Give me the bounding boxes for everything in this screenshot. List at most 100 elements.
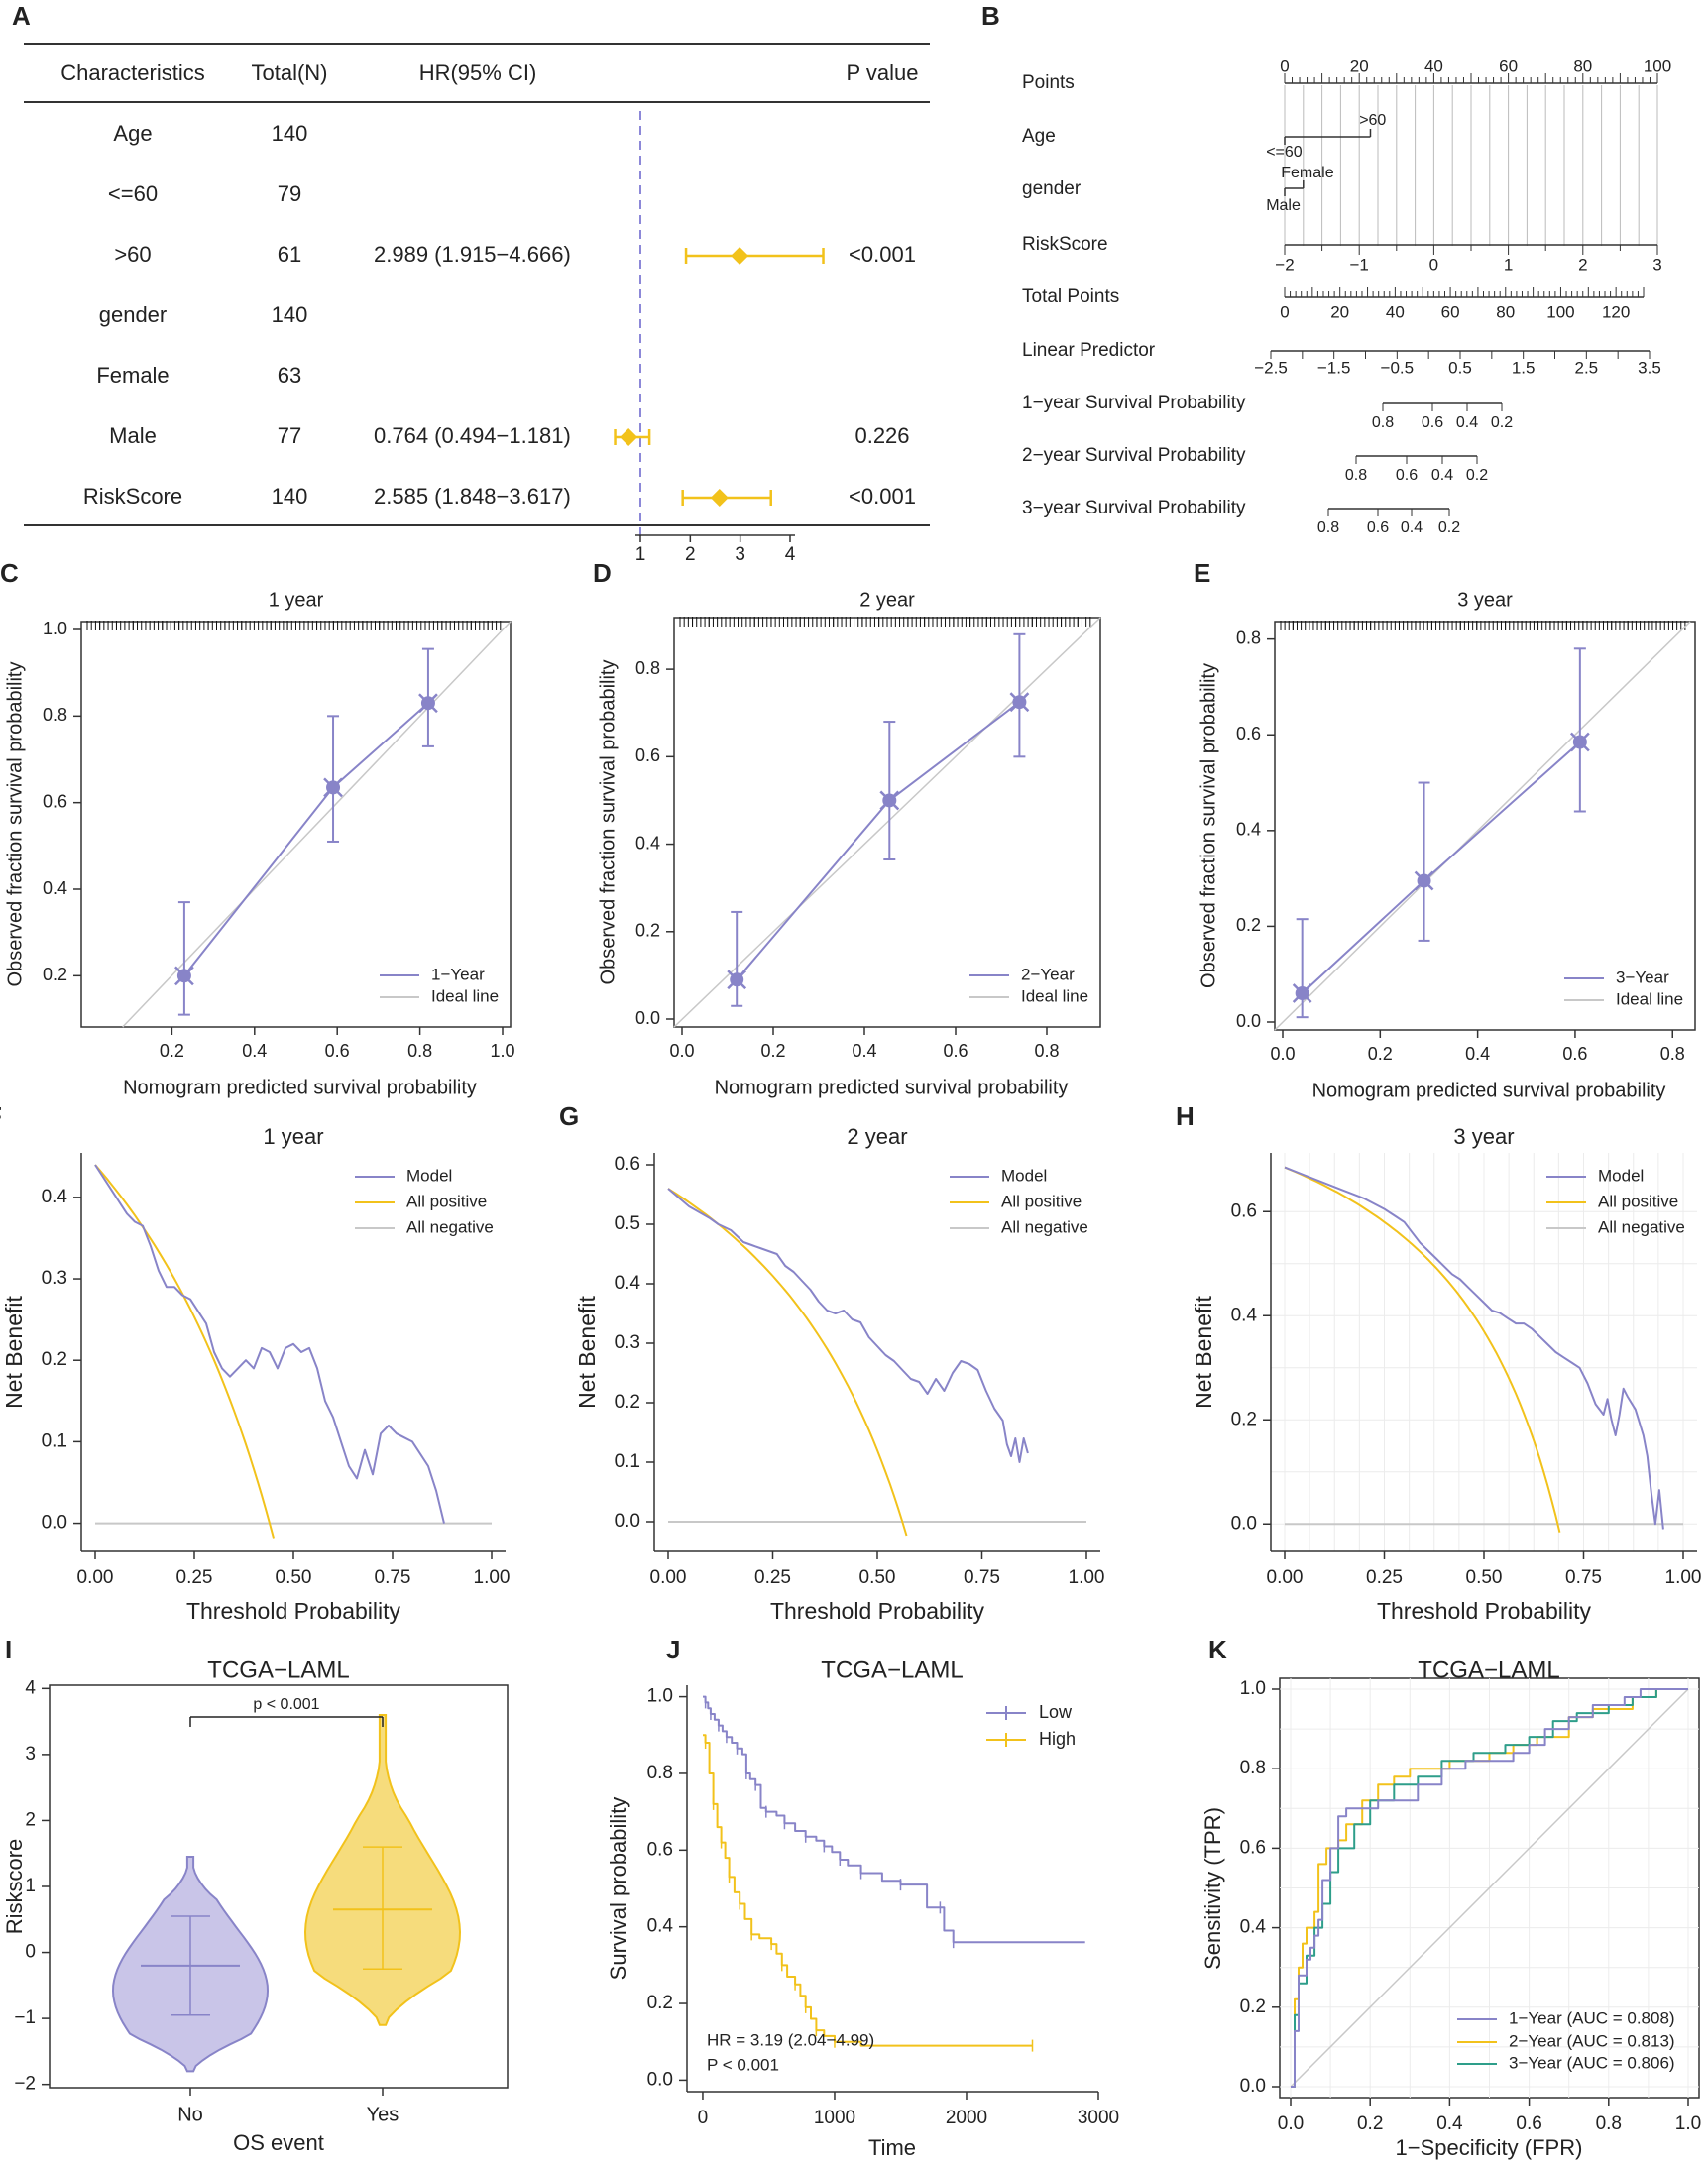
linear-predictor-tick-label: 2.5 xyxy=(1575,358,1599,377)
x-tick-label: 0.25 xyxy=(176,1567,213,1588)
riskscore-tick-label: 2 xyxy=(1578,255,1587,274)
table-row-name: <=60 xyxy=(108,181,158,206)
y-tick-label: 0.4 xyxy=(1240,1917,1267,1938)
table-row-hr: 2.989 (1.915−4.666) xyxy=(374,242,571,267)
y-tick-label: 0.3 xyxy=(42,1268,67,1289)
x-tick-label: 0.4 xyxy=(242,1041,267,1061)
points-tick-label: 0 xyxy=(1280,57,1289,75)
y-tick-label: 2 xyxy=(25,1809,36,1830)
forest-axis-label: 2 xyxy=(685,544,696,565)
y-tick-label: 0.2 xyxy=(43,965,67,984)
x-tick-label: 0.25 xyxy=(754,1567,791,1588)
total-points-tick-label: 60 xyxy=(1441,302,1460,321)
table-row-total: 61 xyxy=(278,242,301,267)
panel-letter-b: B xyxy=(981,1,1000,31)
survival-prob-tick-label: 0.6 xyxy=(1396,467,1418,484)
y-tick-label: 0.4 xyxy=(43,878,67,898)
x-tick-label: 3000 xyxy=(1078,2108,1119,2128)
riskscore-tick-label: −2 xyxy=(1275,255,1294,274)
y-tick-label: 1.0 xyxy=(647,1686,673,1707)
panel-letter-d: D xyxy=(593,558,612,588)
y-axis-label: Observed fraction survival probability xyxy=(597,660,619,985)
legend-label: Model xyxy=(1001,1166,1047,1185)
violin-title: TCGA−LAML xyxy=(207,1656,349,1683)
model-curve xyxy=(1284,1166,1664,1530)
table-row-name: gender xyxy=(99,302,168,327)
x-tick-label: 1.0 xyxy=(490,1041,514,1061)
roc-1-year-curve xyxy=(1291,1688,1688,2088)
y-tick-label: 0.2 xyxy=(647,1993,673,2013)
km-high-curve xyxy=(703,1734,1033,2047)
legend-label: All positive xyxy=(406,1192,487,1210)
x-tick-label: 0.6 xyxy=(1562,1044,1587,1064)
nomogram-row-label: Total Points xyxy=(1022,286,1119,307)
legend-label: 2−Year xyxy=(1021,965,1075,983)
x-tick-label: 0.50 xyxy=(1466,1567,1503,1588)
y-tick-label: 0.4 xyxy=(647,1916,674,1937)
legend-label: All negative xyxy=(1598,1217,1685,1236)
legend-label: 1−Year xyxy=(431,965,485,983)
y-tick-label: 1.0 xyxy=(43,619,67,638)
legend-label: 3−Year xyxy=(1616,968,1669,986)
x-tick-label: 0.6 xyxy=(325,1041,350,1061)
significance-label: p < 0.001 xyxy=(253,1696,319,1713)
y-tick-label: 0.6 xyxy=(1236,724,1261,743)
y-tick-label: 0.0 xyxy=(647,2069,673,2090)
survival-prob-tick-label: 0.8 xyxy=(1317,519,1339,536)
table-row-p: 0.226 xyxy=(854,423,909,448)
points-tick-label: 80 xyxy=(1573,57,1592,75)
calibration-curve xyxy=(736,701,1021,980)
legend-label: Low xyxy=(1039,1702,1073,1722)
table-row-total: 140 xyxy=(272,121,308,146)
km-low-curve xyxy=(703,1695,1085,1944)
x-tick-label: 0.0 xyxy=(1270,1044,1295,1064)
total-points-tick-label: 100 xyxy=(1546,302,1574,321)
x-tick-label: 0.4 xyxy=(1465,1044,1490,1064)
x-tick-label: 1.00 xyxy=(474,1567,511,1588)
linear-predictor-tick-label: 3.5 xyxy=(1638,358,1661,377)
x-tick-label: 0.00 xyxy=(77,1567,114,1588)
table-row-total: 79 xyxy=(278,181,301,206)
x-tick-label: 0.4 xyxy=(1436,2113,1463,2134)
linear-predictor-tick-label: 1.5 xyxy=(1512,358,1536,377)
y-tick-label: 0.3 xyxy=(615,1332,640,1353)
survival-prob-tick-label: 0.4 xyxy=(1401,519,1423,536)
calibration-title: 1 year xyxy=(269,589,324,611)
x-tick-label: 0.2 xyxy=(760,1041,785,1061)
y-tick-label: 0.4 xyxy=(635,833,660,853)
points-tick-label: 40 xyxy=(1424,57,1443,75)
y-tick-label: 0.2 xyxy=(42,1349,67,1370)
legend-label: Ideal line xyxy=(431,986,499,1005)
x-tick-label: 0.8 xyxy=(1660,1044,1685,1064)
table-row-total: 140 xyxy=(272,302,308,327)
dca-title: 2 year xyxy=(847,1124,907,1149)
calibration-point-x xyxy=(1292,983,1312,1003)
legend-label: 1−Year (AUC = 0.808) xyxy=(1509,2008,1675,2027)
survival-prob-tick-label: 0.2 xyxy=(1466,467,1488,484)
calibration-point-x xyxy=(323,777,343,798)
points-tick-label: 20 xyxy=(1350,57,1369,75)
panel-letter-h: H xyxy=(1176,1101,1195,1131)
y-tick-label: 0.0 xyxy=(1231,1513,1257,1534)
x-tick-label: 0.6 xyxy=(1516,2113,1541,2134)
x-tick-label: 1.00 xyxy=(1069,1567,1105,1588)
table-header: HR(95% CI) xyxy=(419,60,537,85)
nomogram-row-label: Age xyxy=(1022,126,1056,147)
y-tick-label: 0.8 xyxy=(1236,628,1261,647)
total-points-tick-label: 40 xyxy=(1386,302,1405,321)
x-tick-label: 0.8 xyxy=(1596,2113,1622,2134)
ideal-line xyxy=(122,621,512,1028)
y-axis-label: Observed fraction survival probability xyxy=(1197,663,1219,988)
x-tick-label: 0 xyxy=(698,2108,709,2128)
x-tick-label: 0.75 xyxy=(1565,1567,1602,1588)
table-header: Total(N) xyxy=(251,60,327,85)
dca-title: 1 year xyxy=(263,1124,323,1149)
survival-prob-tick-label: 0.2 xyxy=(1438,519,1460,536)
y-tick-label: 0.0 xyxy=(615,1511,640,1532)
calibration-title: 2 year xyxy=(859,589,915,611)
y-tick-label: 0.0 xyxy=(42,1513,67,1534)
legend-label: 3−Year (AUC = 0.806) xyxy=(1509,2053,1675,2072)
y-tick-label: 0.6 xyxy=(647,1839,673,1860)
x-axis-label: Time xyxy=(868,2135,916,2160)
panel-letter-i: I xyxy=(5,1635,12,1664)
